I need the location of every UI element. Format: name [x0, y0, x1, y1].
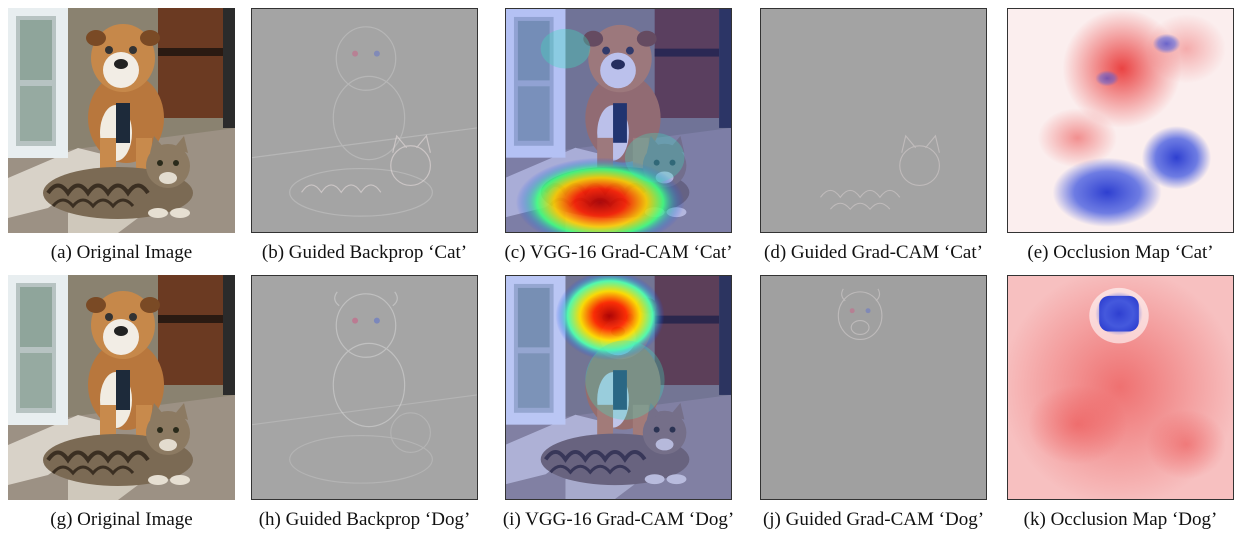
- guided-gradcam-map: [760, 275, 987, 500]
- panel-caption: (k) Occlusion Map ‘Dog’: [1023, 509, 1218, 530]
- panel-caption: (d) Guided Grad-CAM ‘Cat’: [764, 242, 983, 263]
- occlusion-map: [1007, 8, 1234, 233]
- panel-caption: (j) Guided Grad-CAM ‘Dog’: [762, 509, 985, 530]
- guided-gradcam-map: [760, 8, 987, 233]
- gradcam-heatmap: [505, 275, 732, 500]
- original-photo: [8, 275, 235, 500]
- panel-caption: (h) Guided Backprop ‘Dog’: [258, 509, 471, 530]
- panel-caption: (g) Original Image: [50, 509, 193, 530]
- occlusion-map: [1007, 275, 1234, 500]
- panel-caption: (a) Original Image: [50, 242, 193, 263]
- gradcam-heatmap: [505, 8, 732, 233]
- panel-caption: (i) VGG-16 Grad-CAM ‘Dog’: [502, 509, 735, 530]
- guided-backprop-map: [251, 8, 478, 233]
- panel-caption: (c) VGG-16 Grad-CAM ‘Cat’: [504, 242, 733, 263]
- original-photo: [8, 8, 235, 233]
- guided-backprop-map: [251, 275, 478, 500]
- panel-caption: (e) Occlusion Map ‘Cat’: [1027, 242, 1214, 263]
- panel-caption: (b) Guided Backprop ‘Cat’: [261, 242, 468, 263]
